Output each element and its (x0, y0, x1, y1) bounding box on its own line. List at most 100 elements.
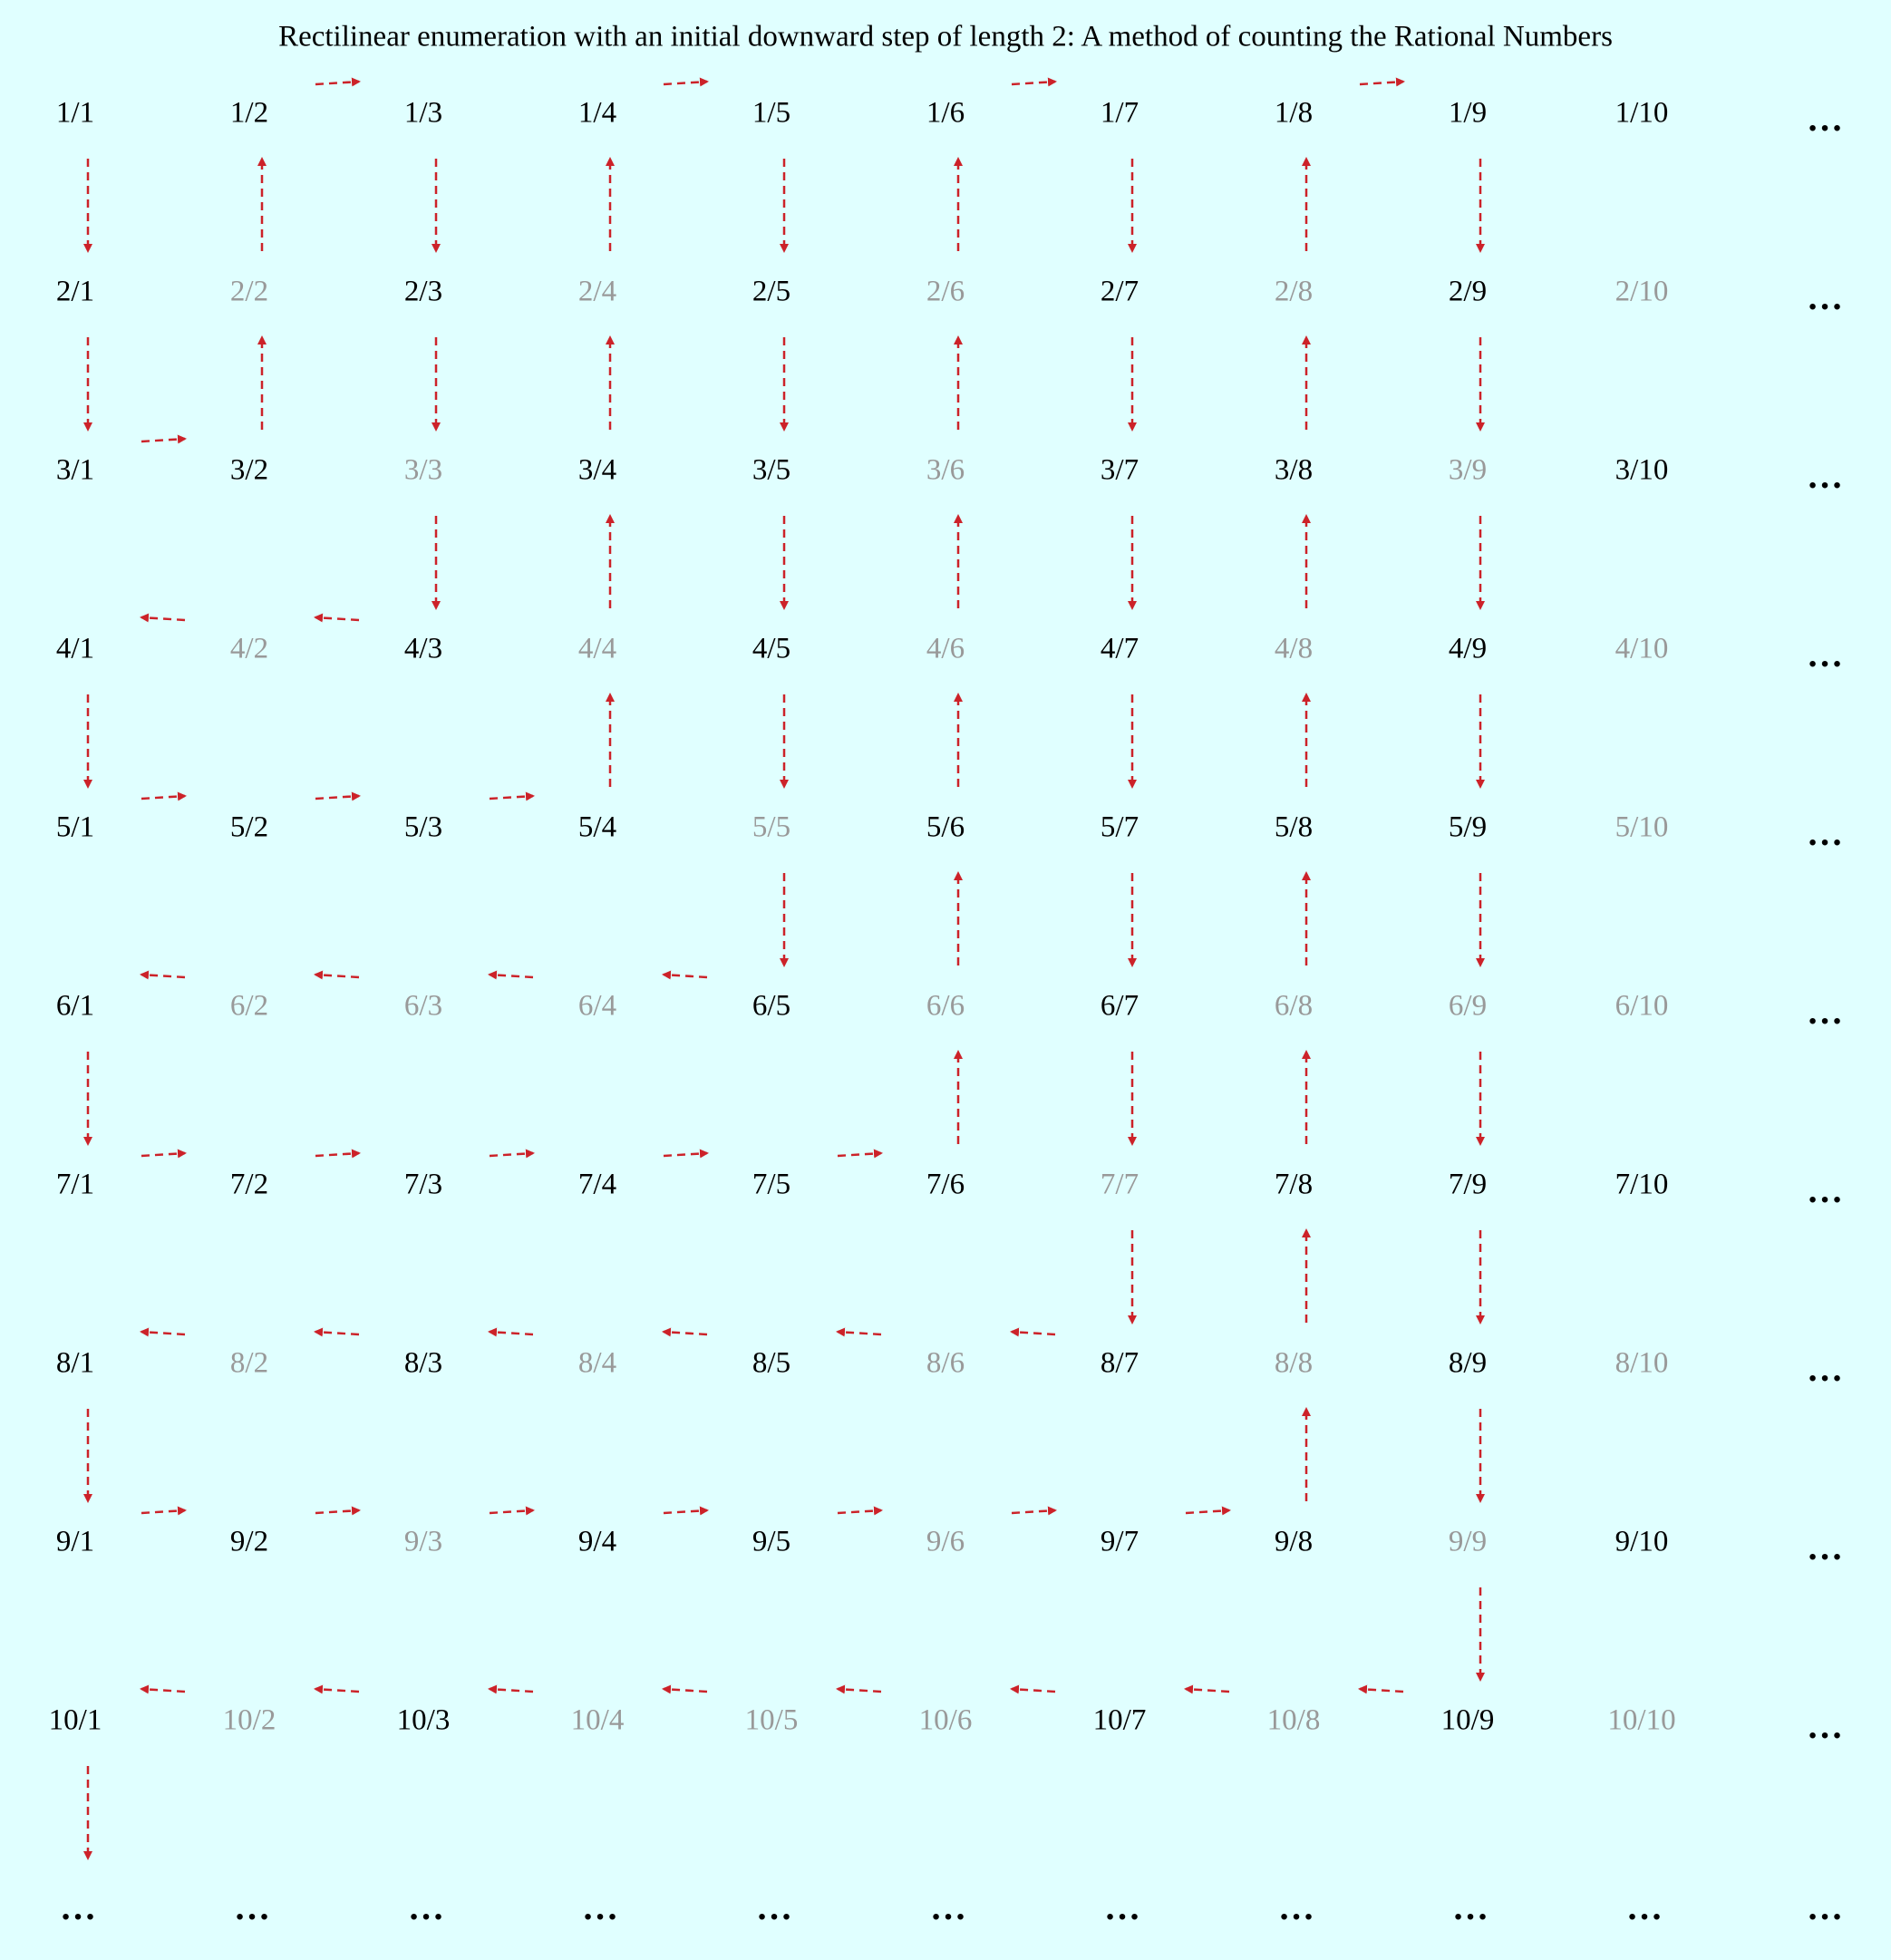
fraction: 4/8 (1275, 633, 1313, 665)
arrow (141, 434, 187, 444)
fraction: 6/2 (230, 990, 268, 1023)
fraction: 8/10 (1615, 1347, 1669, 1380)
fraction: 9/6 (926, 1526, 965, 1558)
fraction: 4/3 (404, 633, 442, 665)
fraction: 6/4 (578, 990, 616, 1023)
fraction: 9/9 (1449, 1526, 1487, 1558)
fraction: 2/9 (1449, 276, 1487, 308)
arrow (315, 791, 361, 801)
fraction: 2/8 (1275, 276, 1313, 308)
arrow (663, 1149, 709, 1159)
fraction: 7/1 (56, 1169, 94, 1201)
fraction: 10/8 (1267, 1704, 1321, 1737)
fraction: 6/10 (1615, 990, 1669, 1023)
fraction: 7/6 (926, 1169, 965, 1201)
fraction: 8/6 (926, 1347, 965, 1380)
fraction: 4/6 (926, 633, 965, 665)
arrow (140, 1327, 186, 1337)
fraction: 6/8 (1275, 990, 1313, 1023)
fraction: 8/7 (1101, 1347, 1139, 1380)
fraction: 7/5 (752, 1169, 790, 1201)
fraction: 1/9 (1449, 97, 1487, 130)
fraction: 5/7 (1101, 811, 1139, 844)
fraction: 10/7 (1093, 1704, 1147, 1737)
arrow (489, 1506, 535, 1516)
fraction: 4/9 (1449, 633, 1487, 665)
fraction: 5/4 (578, 811, 616, 844)
arrow (488, 1327, 534, 1337)
arrow (837, 1506, 883, 1516)
arrow (489, 1149, 535, 1159)
fraction: 5/10 (1615, 811, 1669, 844)
ellipsis: … (1452, 1887, 1489, 1927)
arrow (663, 77, 709, 87)
fraction: 2/7 (1101, 276, 1139, 308)
fraction: 9/4 (578, 1526, 616, 1558)
arrow (314, 613, 360, 623)
ellipsis: … (582, 1887, 618, 1927)
fraction: 6/9 (1449, 990, 1487, 1023)
fraction: 8/2 (230, 1347, 268, 1380)
ellipsis: … (1807, 98, 1843, 139)
fraction: 10/10 (1607, 1704, 1675, 1737)
arrow (836, 1327, 882, 1337)
fraction: 6/1 (56, 990, 94, 1023)
fraction: 8/9 (1449, 1347, 1487, 1380)
fraction: 10/6 (919, 1704, 973, 1737)
ellipsis: … (408, 1887, 444, 1927)
fraction: 3/6 (926, 454, 965, 487)
arrow (662, 970, 708, 980)
ellipsis: … (1807, 277, 1843, 317)
fraction: 10/1 (49, 1704, 102, 1737)
fraction: 4/5 (752, 633, 790, 665)
fraction: 2/6 (926, 276, 965, 308)
arrow (140, 1684, 186, 1694)
fraction: 1/5 (752, 97, 790, 130)
fraction: 2/5 (752, 276, 790, 308)
arrow (1011, 1506, 1057, 1516)
arrow (1184, 1684, 1230, 1694)
fraction: 8/1 (56, 1347, 94, 1380)
ellipsis: … (234, 1887, 270, 1927)
arrow (141, 791, 187, 801)
fraction: 6/6 (926, 990, 965, 1023)
fraction: 1/3 (404, 97, 442, 130)
arrow (315, 77, 361, 87)
fraction: 2/10 (1615, 276, 1669, 308)
arrow (663, 1506, 709, 1516)
arrow (1185, 1506, 1231, 1516)
arrow (141, 1149, 187, 1159)
fraction: 6/5 (752, 990, 790, 1023)
title: Rectilinear enumeration with an initial … (278, 21, 1613, 53)
ellipsis: … (1807, 634, 1843, 674)
fraction: 9/2 (230, 1526, 268, 1558)
fraction: 5/6 (926, 811, 965, 844)
arrow (662, 1684, 708, 1694)
fraction: 9/3 (404, 1526, 442, 1558)
fraction: 5/8 (1275, 811, 1313, 844)
fraction: 1/1 (56, 97, 94, 130)
arrow (315, 1149, 361, 1159)
ellipsis: … (1807, 812, 1843, 853)
ellipsis: … (930, 1887, 966, 1927)
fraction: 3/1 (56, 454, 94, 487)
arrow (1359, 77, 1405, 87)
fraction: 1/7 (1101, 97, 1139, 130)
ellipsis: … (1807, 1527, 1843, 1567)
fraction: 3/4 (578, 454, 616, 487)
arrow (836, 1684, 882, 1694)
ellipsis: … (1807, 991, 1843, 1032)
fraction: 7/4 (578, 1169, 616, 1201)
fraction: 1/10 (1615, 97, 1669, 130)
fraction: 5/9 (1449, 811, 1487, 844)
arrow (488, 970, 534, 980)
ellipsis: … (1807, 1705, 1843, 1746)
fraction: 9/10 (1615, 1526, 1669, 1558)
fraction: 8/4 (578, 1347, 616, 1380)
fraction: 7/10 (1615, 1169, 1669, 1201)
fraction: 7/8 (1275, 1169, 1313, 1201)
arrow (314, 970, 360, 980)
ellipsis: … (1626, 1887, 1663, 1927)
